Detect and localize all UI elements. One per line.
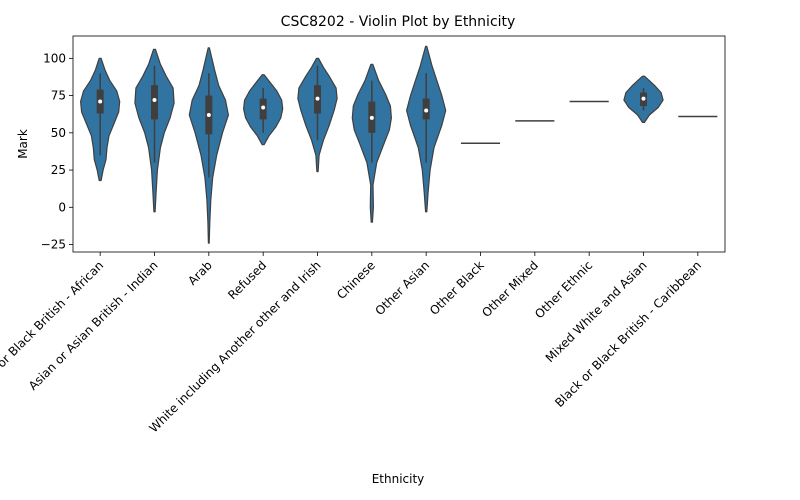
plot-frame [72,35,726,253]
x-tick-label: Other Black [427,258,487,318]
y-tick-label: 25 [51,163,66,177]
x-tick-label: Refused [225,258,269,302]
x-tick-label: Other Asian [372,258,432,318]
x-tick-label: Arab [185,258,215,288]
violin-median-marker [98,99,103,104]
y-tick-label: 0 [58,200,66,214]
x-axis-label: Ethnicity [372,472,425,486]
chart-title: CSC8202 - Violin Plot by Ethnicity [281,14,516,30]
violin-median-marker [424,108,429,113]
y-tick-label: 75 [51,89,66,103]
y-tick-label: 100 [43,51,66,65]
violins-group [80,45,718,244]
x-tick-label: Chinese [334,258,378,302]
y-tick-label: −25 [41,238,66,252]
violin-median-marker [369,115,374,120]
violin-median-marker [152,98,157,103]
violin-median-marker [641,96,646,101]
y-tick-label: 50 [51,126,66,140]
violin-median-marker [315,96,320,101]
violin-median-marker [261,105,266,110]
y-axis-label: Mark [16,129,30,159]
violin-median-marker [206,112,211,117]
y-axis: −25 0 25 50 75 100 [41,51,73,252]
violin-iqr-box [151,85,158,120]
x-tick-label: Mixed White and Asian [543,258,650,365]
